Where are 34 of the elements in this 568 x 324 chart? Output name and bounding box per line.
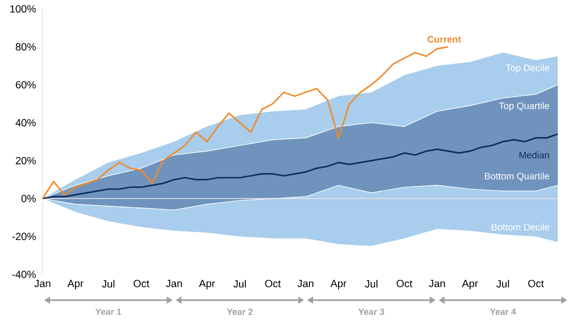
series-label: Top Quartile: [499, 102, 550, 112]
text: Year 1: [95, 308, 122, 315]
series-label: Top Decile: [506, 64, 550, 74]
x-tick-label: Apr: [198, 280, 215, 290]
x-tick-label: Jan: [166, 280, 182, 288]
text: Year 4: [490, 308, 516, 315]
text: Year 3: [358, 308, 384, 315]
series-label: Median: [520, 152, 549, 158]
y-tick-label: 0%: [22, 194, 36, 202]
series-label: Bottom Quartile: [485, 172, 550, 182]
y-tick-label: 20%: [16, 156, 36, 164]
x-tick-label: Oct: [265, 280, 281, 288]
x-tick-label: Oct: [396, 280, 412, 288]
x-tick-label: Jul: [102, 280, 114, 288]
y-tick-label: 60%: [16, 81, 36, 88]
x-tick-label: Apr: [462, 280, 478, 290]
x-tick-label: Jan: [428, 280, 445, 288]
x-tick-label: Jan: [297, 280, 314, 288]
text: Year 2: [226, 308, 253, 315]
x-tick-label: Jul: [233, 280, 246, 288]
series-label: Bottom Decile: [492, 224, 550, 230]
series-label: Current: [428, 36, 462, 43]
x-tick-label: Apr: [330, 280, 346, 290]
x-tick-label: Oct: [528, 280, 544, 288]
y-tick-label: 40%: [16, 119, 36, 126]
x-tick-label: Jan: [34, 280, 50, 288]
x-tick-label: Apr: [67, 280, 84, 290]
y-tick-label: 80%: [16, 43, 36, 51]
y-tick-label: -40%: [12, 270, 36, 278]
x-tick-label: Jul: [496, 280, 509, 288]
x-tick-label: Jul: [364, 280, 378, 288]
y-tick-label: -20%: [12, 232, 36, 240]
y-tick-label: 100%: [10, 5, 36, 13]
x-tick-label: Oct: [134, 280, 150, 288]
